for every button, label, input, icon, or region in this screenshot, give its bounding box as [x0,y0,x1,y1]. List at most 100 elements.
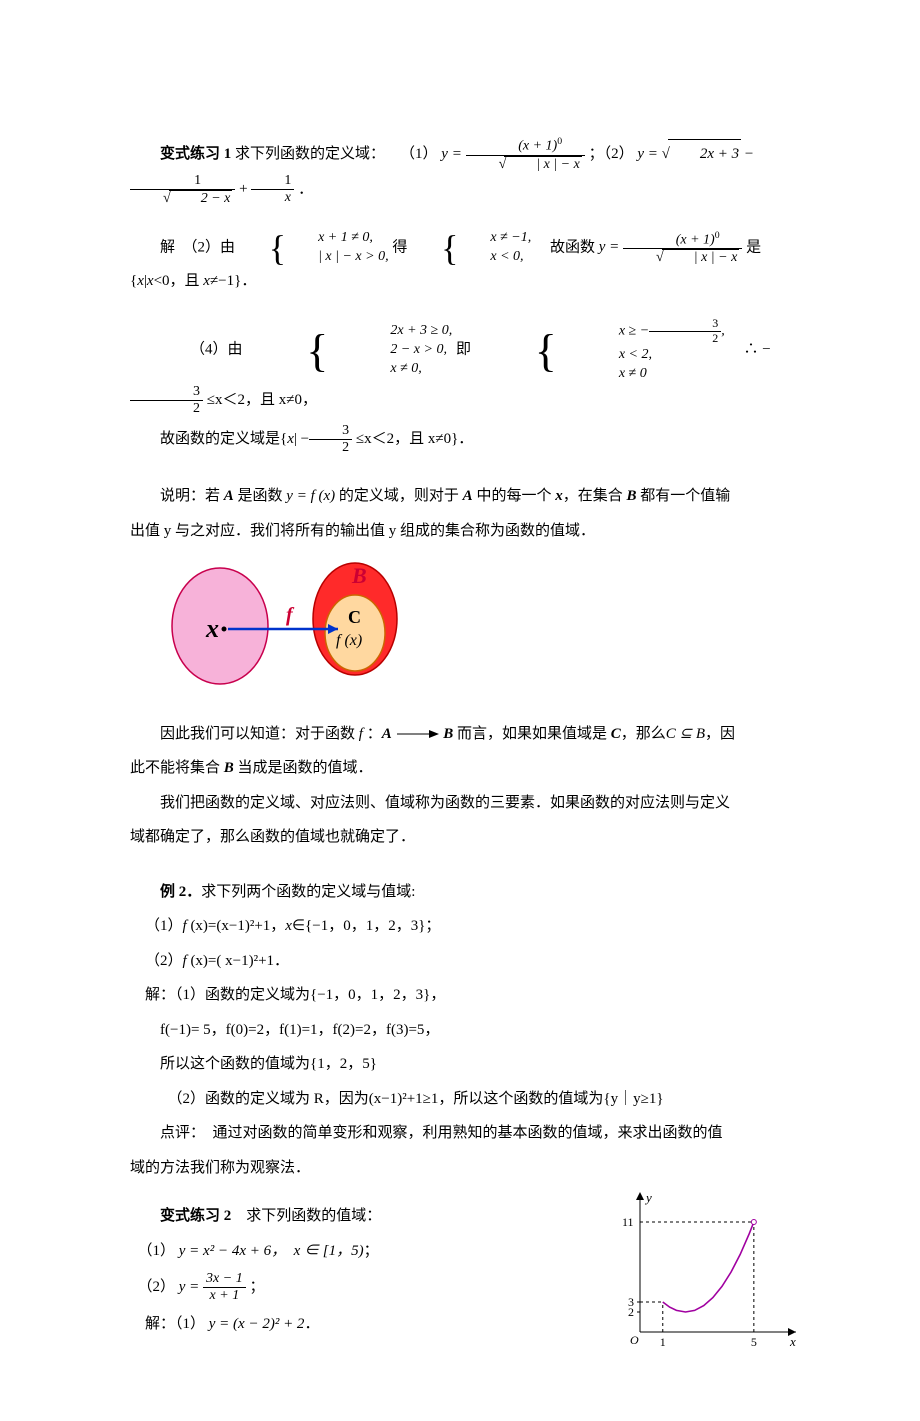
sys4a-2: 2 − x > 0, [330,341,452,360]
var2-1-tail: ； [364,1243,379,1259]
sys4a-1: 2x + 3 ≥ 0, [330,322,452,341]
sol4-conc: 故函数的定义域是{ [160,431,287,447]
conclusion-4: 域都确定了，那么函数的值域也就确定了． [130,823,800,852]
arrow-B: B [443,726,453,742]
var2-sol-tail: ． [304,1316,319,1332]
eq1-den-2: | x | − x [662,249,740,266]
ex2-1-body: (x)=(x−1)²+1， [190,918,285,934]
ex2-values-text: f(−1)= 5，f(0)=2，f(1)=1，f(2)=2，f(3)=5， [160,1022,439,1038]
eq1: y = (x + 1)0 √| x | − x [441,146,588,162]
sys2b-2: x < 0, [460,248,531,267]
sol2-prefix: （2）由 [175,239,235,255]
sys4b: { x ≥ −32, x < 2, x ≠ 0 [475,317,725,383]
conclusion-1: 因此我们可以知道：对于函数 f ：A B 而言，如果如果值域是 C，那么C ⊆ … [130,720,800,749]
exercise-1-body: 求下列函数的定义域： （1） [231,146,437,162]
y-eq-4: y = [179,1279,200,1295]
svg-text:y: y [644,1190,652,1205]
label-B: B [351,563,367,588]
eq2-plus: + [239,181,251,197]
svg-text:3: 3 [628,1295,634,1309]
A-2: A [463,488,473,504]
x-it-6: x [285,918,292,934]
sys4a-3: x ≠ 0, [330,360,452,379]
var2-sol-prefix: 解：（1） [145,1316,205,1332]
label-C: C [348,607,361,627]
sys4b-3: x ≠ 0 [559,365,725,384]
label-x: x [205,614,219,643]
var2-2-num: 3x − 1 [203,1271,246,1288]
sol4-prefix: （4）由 [190,342,243,358]
sol2-tail2: ≠−1}． [210,273,256,289]
concl1a: 因此我们可以知道：对于函数 [160,726,359,742]
note1c: 的定义域，则对于 [335,488,463,504]
y-eq: y = [441,146,462,162]
ex2-range: 所以这个函数的值域为{1，2，5} [130,1050,800,1079]
var2-1-eq: y = x² − 4x + 6， x ∈ [1，5) [179,1243,364,1259]
exercise-1: 变式练习 1 求下列函数的定义域： （1） y = (x + 1)0 √| x … [130,136,800,207]
ex2-sol-hdr: 解：（1）函数的定义域为{−1，0，1，2，3}， [130,981,800,1010]
example-2: 例 2．求下列两个函数的定义域与值域: [130,878,800,907]
svg-text:x: x [789,1334,796,1349]
eq1-frac-2: (x + 1)0 √| x | − x [623,230,742,267]
eq2-frac1: 1 √2 − x [130,173,235,207]
concl2b: 当成是函数的值域． [234,760,373,776]
sol2-mid: 故函数 [535,239,595,255]
therefore: ∴ [743,342,758,358]
sol-label: 解 [160,239,175,255]
sys2a-2: | x | − x > 0, [288,248,389,267]
ex2-review-1: 点评： 通过对函数的简单变形和观察，利用熟知的基本函数的值域，来求出函数的值 [130,1119,800,1148]
sol2-get: 得 [392,239,407,255]
var2-2-tail: ； [249,1279,264,1295]
chart-svg: O152311xy [610,1190,800,1360]
note-line-2: 出值 y 与之对应．我们将所有的输出值 y 组成的集合称为函数的值域． [130,517,800,546]
eq2-frac1-num: 1 [130,173,235,190]
y-eq-2: y = [637,146,658,162]
sys2b-1: x ≠ −1, [460,229,531,248]
label-f: f [286,604,295,626]
yfx: y = f (x) [286,488,335,504]
sys2a-1: x + 1 ≠ 0, [288,229,389,248]
solution-4-conclusion: 故函数的定义域是{x| −32 ≤x＜2，且 x≠0}． [130,423,800,456]
sys4a: { 2x + 3 ≥ 0, 2 − x > 0, x ≠ 0, [246,322,452,379]
x-it-2: x [147,273,154,289]
concl1c: 而言，如果如果值域是 [453,726,611,742]
ex2-review-2: 域的方法我们称为观察法． [130,1154,800,1183]
sol2-tail: <0，且 [154,273,204,289]
svg-text:O: O [630,1333,639,1347]
eq2-frac2-num: 1 [251,173,294,190]
sys4b-1: x ≥ −32, [559,317,725,346]
conclusion-3: 我们把函数的定义域、对应法则、值域称为函数的三要素．如果函数的对应法则与定义 [130,789,800,818]
var2-1-prefix: （1） [138,1243,176,1259]
minus-2: − [301,431,309,447]
venn-svg: x f B C f (x) [160,551,420,691]
eq1-sup-2: 0 [715,230,720,241]
eq1-repeat: y = (x + 1)0 √| x | − x [599,239,746,255]
sys4b-1b: , [721,324,725,339]
ex2-item-2: （2）f (x)=( x−1)²+1． [130,947,800,976]
var2-2-eq: y = 3x − 1x + 1 [179,1279,250,1295]
var2-sol-eq: y = (x − 2)² + 2 [209,1316,305,1332]
eq1-sup: 0 [557,136,562,147]
ex2-1-set: ∈{−1，0，1，2，3}； [292,918,440,934]
minus-1: − [762,342,770,358]
neg32-den-2: 2 [309,440,352,456]
var2-body: 求下列函数的值域： [231,1208,381,1224]
arrow-icon [395,729,439,739]
page: 变式练习 1 求下列函数的定义域： （1） y = (x + 1)0 √| x … [0,0,920,1421]
solution-2: 解 （2）由 { x + 1 ≠ 0, | x | − x > 0, 得 { x… [130,229,800,295]
conclusion-2: 此不能将集合 B 当成是函数的值域． [130,754,800,783]
ex1-end: ． [298,181,313,197]
note1b: 是函数 [234,488,287,504]
solution-4: （4）由 { 2x + 3 ≥ 0, 2 − x > 0, x ≠ 0, 即 {… [130,317,800,417]
eq2-rad1: 2x + 3 [668,139,741,169]
ex2-2-body: (x)=( x−1)²+1． [190,953,289,969]
sys4b-2: x < 2, [559,346,725,365]
var2-2-prefix: （2） [138,1279,176,1295]
f-it: f [359,726,367,742]
note1e: ，在集合 [563,488,627,504]
CsubB: C ⊆ B [666,726,705,742]
sys4b-1a: x ≥ − [619,324,649,339]
note1f: 都有一个值输 [636,488,730,504]
ex2-values: f(−1)= 5，f(0)=2，f(1)=1，f(2)=2，f(3)=5， [130,1016,800,1045]
bar-2: | [294,431,297,447]
